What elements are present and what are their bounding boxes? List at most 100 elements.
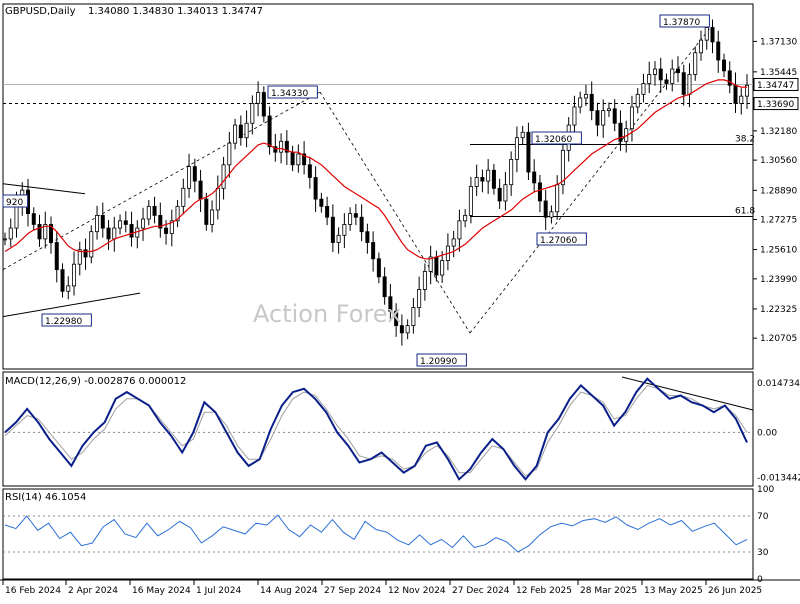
price-tick-label: 1.27275 — [760, 215, 797, 225]
macd-line — [4, 377, 748, 481]
panel-frames — [0, 3, 800, 581]
price-candle-body — [100, 215, 105, 229]
price-label: 1.34330 — [271, 89, 308, 99]
price-candle-body — [365, 231, 370, 243]
price-candle-body — [89, 231, 94, 258]
price-candle-body — [382, 276, 387, 298]
price-candle-body — [8, 227, 13, 240]
price-candle-body — [704, 27, 709, 41]
header-symbol: GBPUSD,Daily — [5, 6, 76, 17]
price-candle-body — [457, 220, 462, 240]
x-tick-label: 16 Feb 2024 — [5, 586, 61, 596]
price-candle-body — [451, 238, 456, 247]
price-label: 1.32060 — [535, 135, 572, 145]
price-candle-body — [468, 186, 473, 216]
price-candle-body — [388, 296, 393, 312]
price-candle-body — [681, 72, 686, 95]
price-candle-body — [555, 184, 560, 213]
macd-panel-frame — [2, 371, 754, 487]
current-price-tag: 1.34747 — [757, 81, 794, 91]
price-candle-body — [83, 249, 88, 258]
price-candle-body — [77, 249, 82, 265]
price-tick-label: 1.35445 — [760, 68, 797, 78]
price-candle-body — [693, 52, 698, 75]
price-candle-body — [66, 285, 71, 292]
price-candle-body — [348, 213, 353, 225]
moving-average-line — [4, 79, 747, 260]
price-candle-body — [394, 310, 399, 327]
price-candle-body — [146, 205, 151, 220]
price-candle-body — [261, 92, 266, 117]
rsi-line — [4, 514, 748, 553]
price-candle-body — [14, 204, 19, 229]
price-candle-body — [141, 218, 146, 229]
header-ohlc: 1.34080 1.34830 1.34013 1.34747 — [88, 6, 263, 17]
price-candle-body — [652, 68, 657, 75]
price-candle-body — [486, 169, 491, 182]
rsi-tick-label: 100 — [757, 485, 774, 495]
price-candle-body — [376, 258, 381, 278]
price-tick-label: 1.30560 — [760, 156, 797, 166]
price-candle-body — [520, 131, 525, 139]
price-candle-body — [647, 74, 652, 84]
price-candle-body — [192, 166, 197, 182]
macd-signal-line — [4, 384, 748, 477]
price-candle-body — [210, 209, 215, 225]
price-candle-body — [129, 224, 134, 238]
price-candle-body — [572, 106, 577, 126]
price-panel-frame — [2, 3, 754, 370]
x-tick-label: 27 Sep 2024 — [324, 586, 381, 596]
x-tick-label: 2 Apr 2024 — [68, 586, 118, 596]
channel-resistance-line — [2, 183, 86, 195]
price-candle-body — [123, 220, 128, 225]
price-candle-body — [72, 263, 77, 287]
price-candle-body — [537, 182, 542, 202]
trend-segment — [319, 91, 471, 334]
price-candle-body — [503, 184, 508, 202]
price-tick-label: 1.20705 — [760, 334, 797, 344]
axis-labels: 1.37130 1.35445 1.33690 1.32180 1.30560 1.288… — [2, 14, 800, 596]
fib-level-label: 61.8 — [735, 207, 755, 217]
price-candle-body — [296, 153, 301, 166]
price-candle-body — [359, 216, 364, 233]
price-candle-body — [606, 108, 611, 112]
price-candle-body — [440, 260, 445, 276]
price-tick-label: 1.28890 — [760, 186, 797, 196]
price-tick-label: 1.23990 — [760, 275, 797, 285]
price-candle-body — [463, 215, 468, 222]
price-candle-body — [221, 164, 226, 189]
price-candle-body — [106, 227, 111, 240]
price-candle-body — [658, 68, 663, 81]
price-label-box — [2, 194, 29, 208]
price-candle-body — [710, 27, 715, 43]
x-tick-label: 14 Aug 2024 — [260, 586, 318, 596]
price-candle-body — [330, 216, 335, 243]
price-candle-body — [417, 289, 422, 308]
price-label-box — [41, 313, 92, 327]
price-candle-body — [284, 140, 289, 153]
macd-tick-label: -0.013442 — [757, 473, 800, 483]
price-candle-body — [399, 325, 404, 334]
price-candle-body — [635, 93, 640, 108]
price-candle-body — [319, 198, 324, 207]
price-tick-label: 1.32180 — [760, 127, 797, 137]
price-candle-body — [670, 68, 675, 84]
price-candle-body — [739, 95, 744, 104]
price-candle-body — [371, 242, 376, 260]
price-candle-body — [560, 149, 565, 186]
macd-tick-label: 0.014734 — [757, 379, 800, 389]
price-candle-body — [175, 205, 180, 222]
trend-segment — [469, 27, 711, 334]
price-candle-body — [675, 68, 680, 74]
price-candle-body — [169, 220, 174, 234]
level-price-tag: 1.33690 — [757, 100, 794, 110]
price-candle-body — [727, 70, 732, 86]
price-label-box — [536, 232, 587, 246]
chart-marks — [3, 14, 750, 553]
price-candle-body — [474, 177, 479, 187]
price-candle-body — [244, 122, 249, 139]
price-candle-body — [302, 153, 307, 166]
x-tick-label: 27 Dec 2024 — [452, 586, 510, 596]
price-candle-body — [514, 137, 519, 160]
